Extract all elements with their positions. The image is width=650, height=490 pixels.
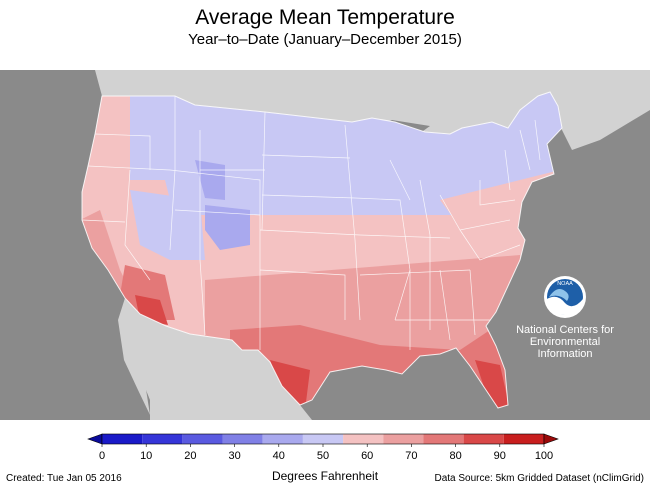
legend-label: Degrees Fahrenheit	[271, 469, 379, 483]
noaa-logo: NOAA	[544, 276, 586, 318]
mexico-land	[125, 298, 312, 420]
scale-tick-label: 40	[273, 450, 285, 462]
noaa-logo-text: NOAA	[557, 281, 573, 287]
scale-tick-label: 20	[184, 450, 196, 462]
scale-tick-label: 70	[405, 450, 417, 462]
state-borders	[81, 91, 563, 409]
org-name-line-1: National Centers for	[516, 324, 614, 336]
scale-tick-label: 50	[317, 450, 329, 462]
scale-tick-label: 0	[99, 450, 105, 462]
scale-tick-label: 100	[535, 450, 553, 462]
org-name: National Centers for Environmental Infor…	[505, 324, 625, 360]
zone-south-florida	[475, 360, 510, 408]
scale-segment	[182, 434, 223, 444]
baja-peninsula	[118, 298, 150, 415]
canada-land	[95, 70, 650, 150]
scale-segment	[383, 434, 424, 444]
scale-segment	[262, 434, 303, 444]
data-source: Data Source: 5km Gridded Dataset (nClimG…	[434, 473, 644, 484]
zone-south-texas	[270, 360, 310, 408]
scale-segment	[102, 434, 143, 444]
scale-tick-label: 90	[494, 450, 506, 462]
zone-colorado-cold	[205, 205, 250, 250]
scale-segment	[302, 434, 344, 444]
scale-tick-label: 10	[140, 450, 152, 462]
created-date: Created: Tue Jan 05 2016	[6, 473, 122, 484]
scale-segment	[423, 434, 464, 444]
chart-title: Average Mean Temperature	[195, 6, 455, 29]
org-name-line-2: Environmental	[529, 336, 601, 348]
scale-segment	[343, 434, 384, 444]
scale-arrow-above	[543, 433, 559, 445]
map-canvas	[81, 70, 650, 420]
scale-segment	[503, 434, 544, 444]
color-scale-bar: 0 10 20 30 40 50 60 70 80 90 100	[0, 430, 650, 470]
org-name-line-3: Information	[537, 348, 593, 360]
scale-segment	[463, 434, 504, 444]
scale-arrow-below	[87, 433, 103, 445]
temperature-map: NOAA National Centers for Environmental …	[0, 70, 650, 420]
scale-segment	[222, 434, 263, 444]
zone-intermountain	[130, 190, 205, 260]
color-scale-svg: 0 10 20 30 40 50 60 70 80 90 100	[87, 433, 559, 462]
scale-tick-label: 30	[228, 450, 240, 462]
scale-tick-label: 80	[449, 450, 461, 462]
scale-segment	[142, 434, 183, 444]
chart-subtitle: Year–to–Date (January–December 2015)	[188, 31, 462, 48]
scale-tick-label: 60	[361, 450, 373, 462]
